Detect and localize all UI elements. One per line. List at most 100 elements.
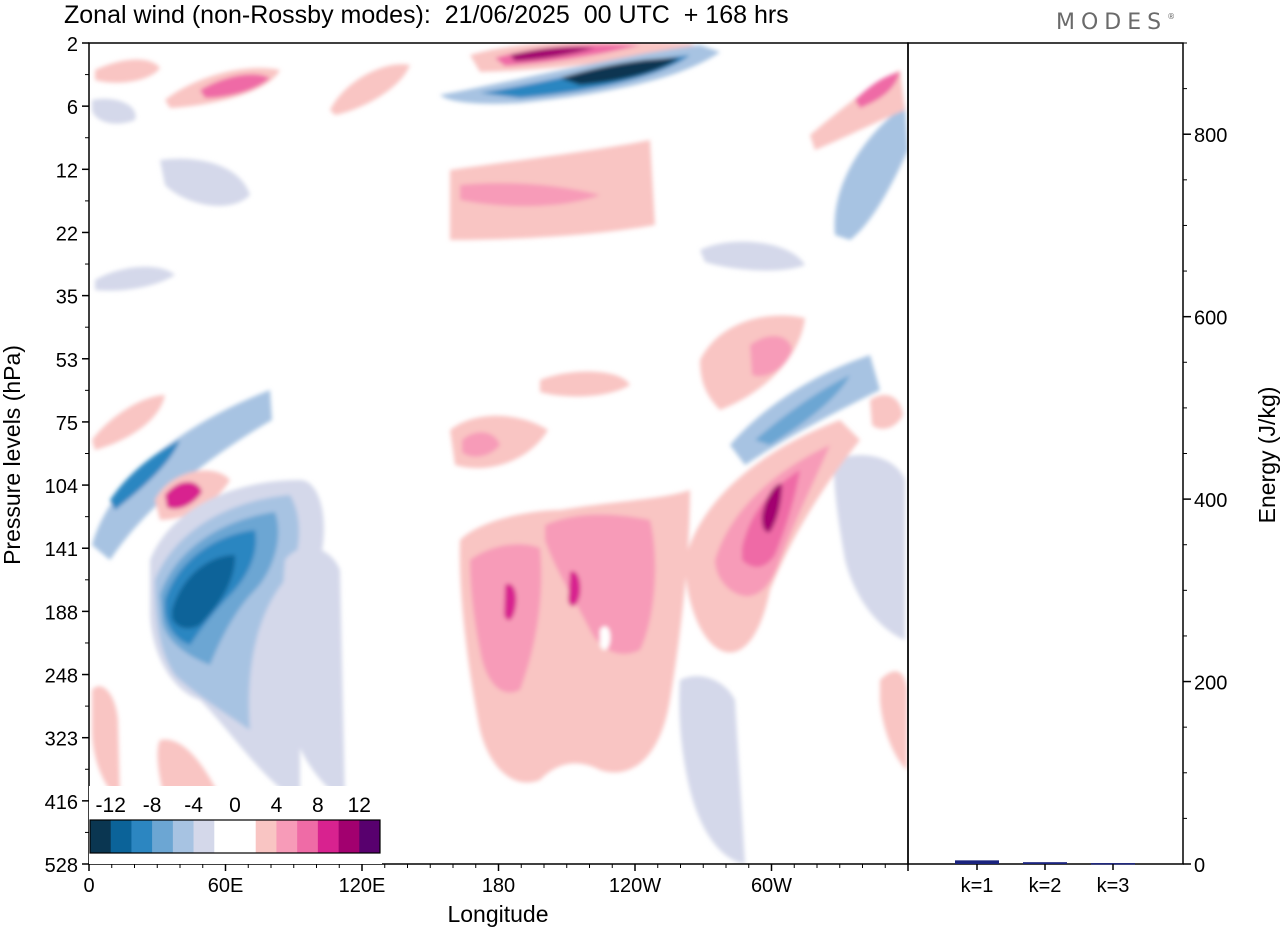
upper-positive-patch (330, 64, 410, 115)
west-negative-center (172, 555, 236, 629)
colorbar-label: -12 (96, 794, 126, 817)
colorbar-swatch (338, 820, 360, 853)
y-tick-label: 416 (45, 792, 78, 814)
energy-bar (1023, 862, 1067, 864)
east-positive-band-mid (870, 395, 903, 429)
central-positive-core (460, 183, 600, 207)
lower-negative-patch (679, 676, 745, 864)
y-tick-label: 12 (56, 160, 78, 182)
west-negative-band (92, 390, 272, 560)
mid-negative-patch (160, 158, 250, 206)
colorbar-swatch (235, 820, 257, 853)
energy-bar (1091, 863, 1135, 865)
central-positive-mass (545, 514, 656, 654)
energy-bar (955, 860, 999, 864)
upper-negative-patch (92, 98, 136, 124)
colorbar-swatch (193, 820, 215, 853)
mid-negative-patch (700, 241, 805, 271)
colorbar-swatch (131, 820, 153, 853)
y-tick-label: 323 (45, 729, 78, 751)
energy-tick-label: 600 (1194, 308, 1227, 330)
upper-positive-patch (200, 74, 270, 98)
bar-category-label: k=2 (1029, 875, 1062, 897)
colorbar-label: 0 (229, 794, 241, 817)
energy-bars: k=1 k=2 k=3 (955, 860, 1135, 897)
colorbar-swatch (90, 820, 112, 853)
mid-negative-patch (95, 266, 175, 291)
colorbar-swatch (317, 820, 339, 853)
mid-positive-patch (750, 335, 792, 377)
west-positive-cell-core (165, 481, 202, 509)
lower-negative-patch (281, 547, 345, 800)
chart-title: Zonal wind (non-Rossby modes): 21/06/202… (64, 1, 789, 29)
y-tick-label: 141 (45, 539, 78, 561)
colorbar-swatch (359, 820, 381, 853)
stratospheric-positive-jet (470, 43, 700, 72)
x-tick-label: 0 (83, 875, 94, 897)
west-positive-band (92, 395, 165, 450)
central-positive-center (568, 571, 581, 607)
brand-text: MODES (1056, 10, 1168, 35)
energy-tick-label: 200 (1194, 673, 1227, 695)
east-stratospheric-negative (834, 105, 908, 240)
energy-tick-label: 0 (1194, 855, 1205, 877)
wind-field (92, 43, 908, 864)
x-tick-label: 60W (751, 875, 792, 897)
colorbar: -12 -8 -4 0 4 8 12 (89, 786, 382, 864)
energy-axis-label: Energy (J/kg) (1254, 387, 1280, 524)
y-axis-label: Pressure levels (hPa) (0, 345, 25, 565)
colorbar-swatch (172, 820, 194, 853)
east-positive-center (761, 483, 782, 533)
registered-icon: ® (1167, 12, 1176, 21)
lower-positive-patch (880, 671, 907, 770)
central-negative-hole (600, 626, 611, 650)
upper-positive-patch (95, 59, 160, 83)
colorbar-label: 8 (312, 794, 324, 817)
colorbar-label: 4 (271, 794, 283, 817)
x-tick-label: 60E (208, 875, 244, 897)
y-tick-label: 104 (45, 476, 78, 498)
mid-positive-patch (462, 432, 500, 457)
colorbar-swatch (152, 820, 174, 853)
east-stratospheric-positive (855, 72, 900, 108)
y-tick-label: 6 (67, 97, 78, 119)
y-tick-label: 188 (45, 602, 78, 624)
colorbar-label: 12 (348, 794, 371, 817)
energy-plot-frame (907, 42, 1184, 865)
stratospheric-positive-core (495, 44, 640, 66)
west-negative-core (110, 440, 180, 510)
y-tick-label: 53 (56, 350, 78, 372)
bar-category-label: k=3 (1097, 875, 1130, 897)
y-tick-label: 2 (67, 34, 78, 56)
brand-logo: MODES® (1056, 10, 1175, 35)
colorbar-swatch (110, 820, 132, 853)
central-positive-center (504, 583, 517, 621)
y-tick-label: 75 (56, 413, 78, 435)
x-tick-label: 120W (609, 875, 661, 897)
x-axis-label: Longitude (447, 901, 548, 927)
colorbar-swatch (276, 820, 298, 853)
energy-axis: 0 200 400 600 800 (1183, 42, 1227, 877)
y-tick-label: 35 (56, 287, 78, 309)
y-tick-label: 248 (45, 666, 78, 688)
central-positive-mass (470, 544, 542, 693)
stratospheric-negative-center (560, 58, 680, 85)
colorbar-label: -8 (143, 794, 162, 817)
colorbar-label: -4 (184, 794, 203, 817)
y-tick-label: 22 (56, 223, 78, 245)
stratospheric-positive-center (510, 47, 595, 61)
colorbar-swatch (255, 820, 277, 853)
energy-tick-label: 400 (1194, 490, 1227, 512)
colorbar-frame (89, 819, 381, 854)
lower-negative-patch (834, 455, 905, 640)
longitude-axis: 0 60E 120E 180 120W 60W (83, 864, 909, 897)
east-negative-band (755, 375, 850, 445)
colorbar-swatch (214, 820, 236, 853)
pressure-axis: 2 6 12 22 35 53 75 104 141 188 248 323 416 528 (45, 34, 89, 877)
x-tick-label: 180 (482, 875, 515, 897)
bar-category-label: k=1 (961, 875, 994, 897)
colorbar-swatch (297, 820, 319, 853)
mid-positive-patch (540, 371, 630, 397)
energy-tick-label: 800 (1194, 125, 1227, 147)
